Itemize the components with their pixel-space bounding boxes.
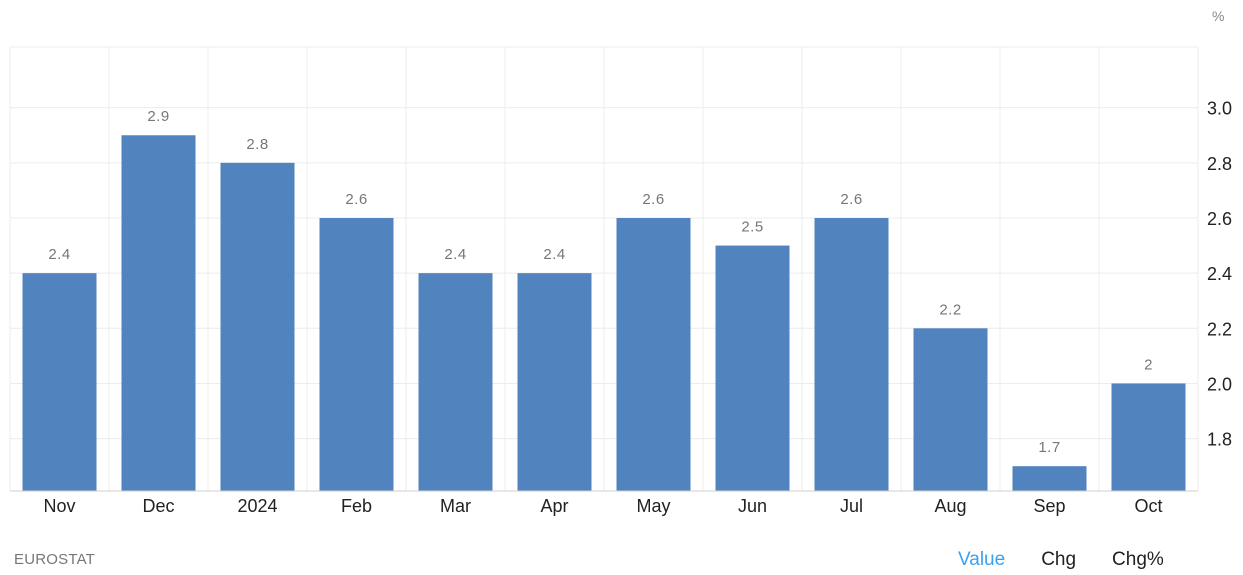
tab-chg-percent[interactable]: Chg%: [1112, 549, 1164, 570]
bar: [616, 217, 691, 491]
bar: [319, 217, 394, 491]
data-label: 2.5: [741, 219, 763, 236]
bar: [1012, 466, 1087, 491]
x-tick-label: Oct: [1134, 496, 1162, 516]
y-tick-label: 2.0: [1207, 374, 1232, 394]
bar: [418, 273, 493, 491]
bar: [913, 328, 988, 491]
view-tabs: Value Chg Chg%: [958, 549, 1164, 571]
bar: [121, 135, 196, 491]
data-label: 2.9: [147, 108, 169, 125]
y-tick-label: 2.6: [1207, 209, 1232, 229]
x-tick-label: Jul: [840, 496, 863, 516]
x-tick-label: 2024: [237, 496, 277, 516]
x-tick-label: Aug: [934, 496, 966, 516]
data-label: 2.4: [444, 246, 466, 263]
bar: [22, 273, 97, 491]
data-label: 2.8: [246, 136, 268, 153]
x-tick-label: Nov: [43, 496, 75, 516]
x-tick-label: Mar: [440, 496, 471, 516]
bar: [1111, 383, 1186, 491]
x-tick-label: Feb: [341, 496, 372, 516]
y-tick-label: 2.2: [1207, 319, 1232, 339]
data-label: 2.4: [48, 246, 70, 263]
bar: [814, 217, 889, 491]
data-label: 2: [1144, 356, 1153, 373]
bar: [715, 245, 790, 491]
data-label: 2.6: [840, 191, 862, 208]
data-label: 2.4: [543, 246, 565, 263]
y-tick-label: 2.4: [1207, 264, 1232, 284]
bar: [517, 273, 592, 491]
data-label: 1.7: [1038, 439, 1060, 456]
x-tick-label: Sep: [1033, 496, 1065, 516]
data-label: 2.6: [642, 191, 664, 208]
x-tick-label: Dec: [142, 496, 174, 516]
x-tick-label: Jun: [738, 496, 767, 516]
bar: [220, 162, 295, 491]
tab-value[interactable]: Value: [958, 549, 1006, 570]
x-tick-label: Apr: [540, 496, 568, 516]
y-tick-label: 3.0: [1207, 99, 1232, 119]
y-tick-label: 2.8: [1207, 154, 1232, 174]
y-tick-label: 1.8: [1207, 430, 1232, 450]
data-label: 2.2: [939, 301, 961, 318]
data-label: 2.6: [345, 191, 367, 208]
y-axis-unit: %: [1212, 8, 1225, 24]
tab-chg[interactable]: Chg: [1041, 549, 1077, 570]
x-tick-label: May: [636, 496, 670, 516]
source-label: EUROSTAT: [14, 551, 96, 568]
